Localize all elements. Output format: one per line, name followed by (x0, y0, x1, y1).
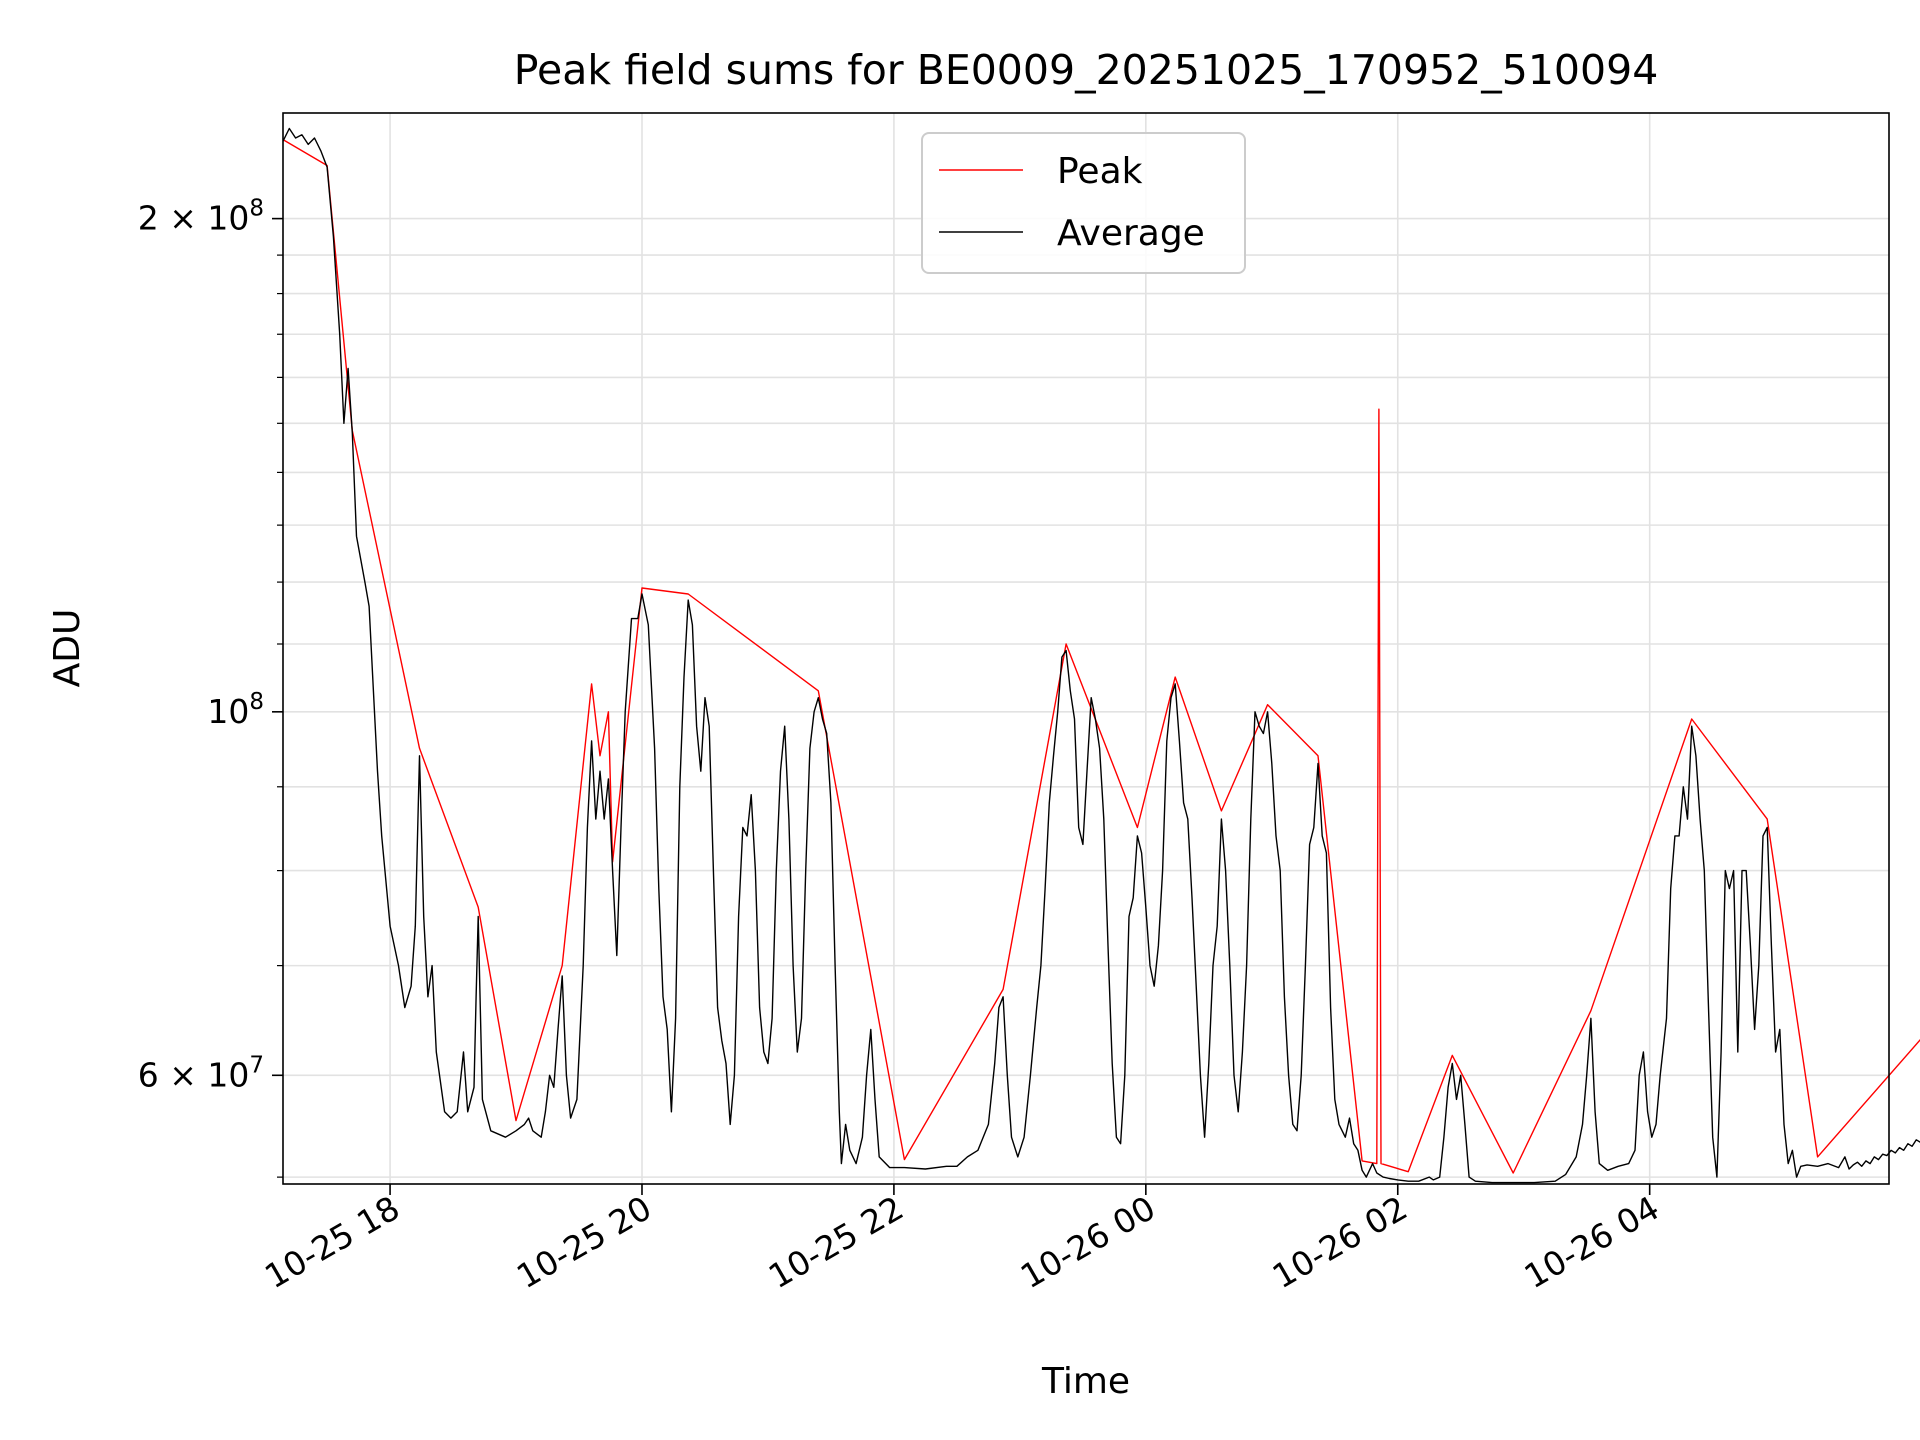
y-tick-label: 2 × 108 (138, 196, 264, 238)
series-line-peak (282, 138, 1920, 1174)
series-line-average (282, 127, 1920, 1184)
series-layer (282, 127, 1920, 1184)
y-tick-label: 6 × 107 (138, 1052, 264, 1094)
legend-box (921, 132, 1246, 274)
legend-label-peak: Peak (1057, 151, 1143, 192)
plot-area-frame (282, 112, 1890, 1185)
chart-title: Peak field sums for BE0009_20251025_1709… (514, 46, 1659, 94)
y-axis-label: ADU (47, 609, 88, 688)
x-axis-label: Time (1041, 1361, 1130, 1402)
legend: Peak Average (921, 132, 1246, 274)
y-tick-label: 108 (207, 689, 264, 731)
legend-label-average: Average (1057, 213, 1205, 254)
